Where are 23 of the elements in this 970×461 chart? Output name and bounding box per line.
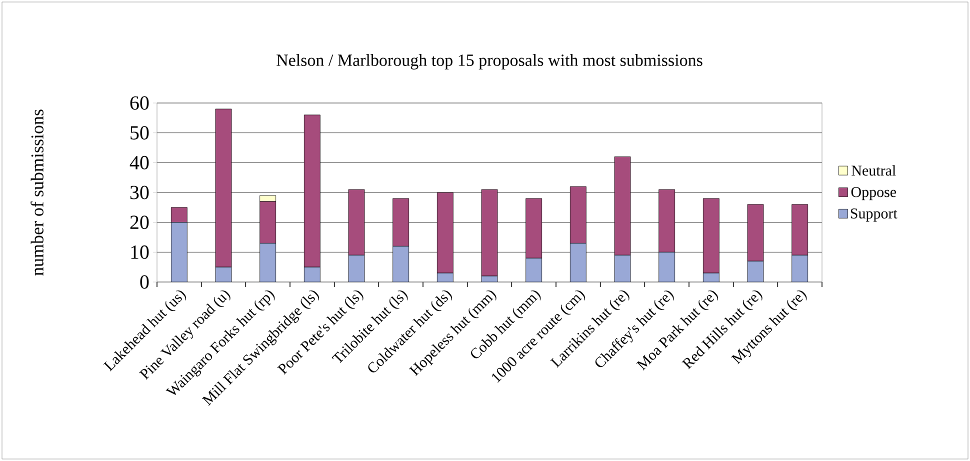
legend-label: Neutral	[852, 165, 896, 176]
bar	[526, 258, 542, 282]
bar	[658, 252, 676, 282]
bar	[392, 246, 410, 282]
chart-title: Nelson / Marlborough top 15 proposals with most submissions	[276, 54, 702, 70]
y-tick-label: 40	[130, 156, 149, 170]
bar	[614, 254, 631, 282]
bar	[304, 266, 320, 282]
y-tick-label: 50	[130, 126, 149, 140]
y-tick-label: 0	[140, 275, 149, 289]
y-tick-label: 60	[130, 96, 149, 110]
y-axis-title: number of submissions	[30, 110, 44, 276]
y-tick-label: 30	[130, 186, 149, 200]
legend-label: Oppose	[851, 187, 896, 200]
bar	[260, 243, 276, 282]
bar	[570, 243, 586, 282]
y-tick-label: 10	[131, 245, 149, 259]
bar	[348, 254, 365, 282]
bar	[747, 260, 764, 282]
bar	[792, 254, 808, 282]
y-tick-label: 20	[130, 216, 149, 230]
legend-label: Support	[850, 208, 898, 222]
bar	[170, 222, 188, 282]
